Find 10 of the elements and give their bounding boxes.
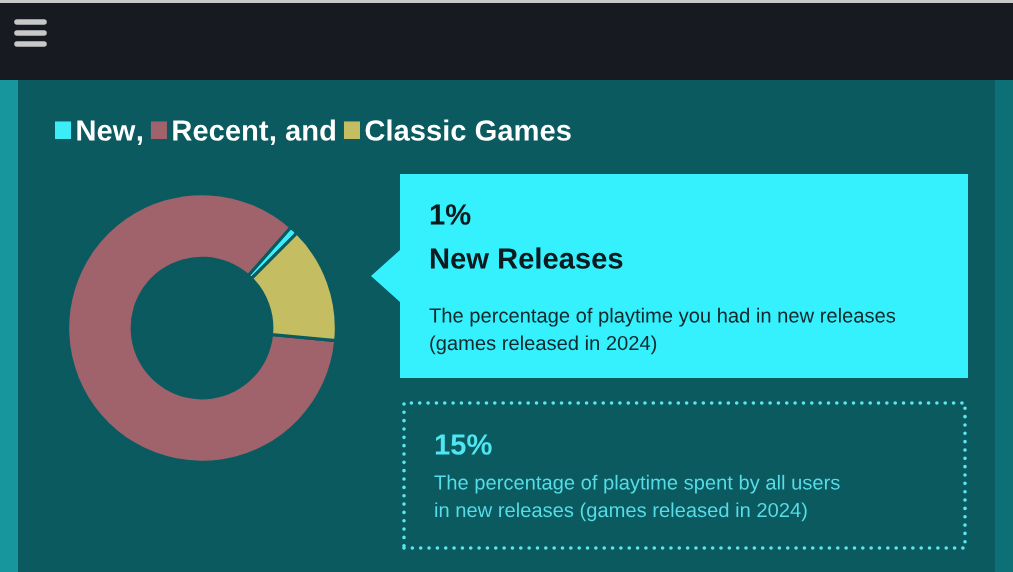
text: The percentage of playtime spent by all users in new releases (games released in 2024) — [434, 474, 840, 522]
legend-label: Classic Games — [365, 119, 571, 141]
text: , and — [270, 119, 335, 146]
text: The percentage of playtime you had in new releases (games released in 2024) — [429, 307, 896, 355]
text: 15% — [435, 434, 492, 455]
legend-label: New — [77, 120, 136, 141]
text: New Releases — [430, 247, 623, 269]
text: 1% — [430, 204, 471, 225]
legend-label: Recent — [173, 120, 269, 141]
text: , — [137, 136, 142, 146]
